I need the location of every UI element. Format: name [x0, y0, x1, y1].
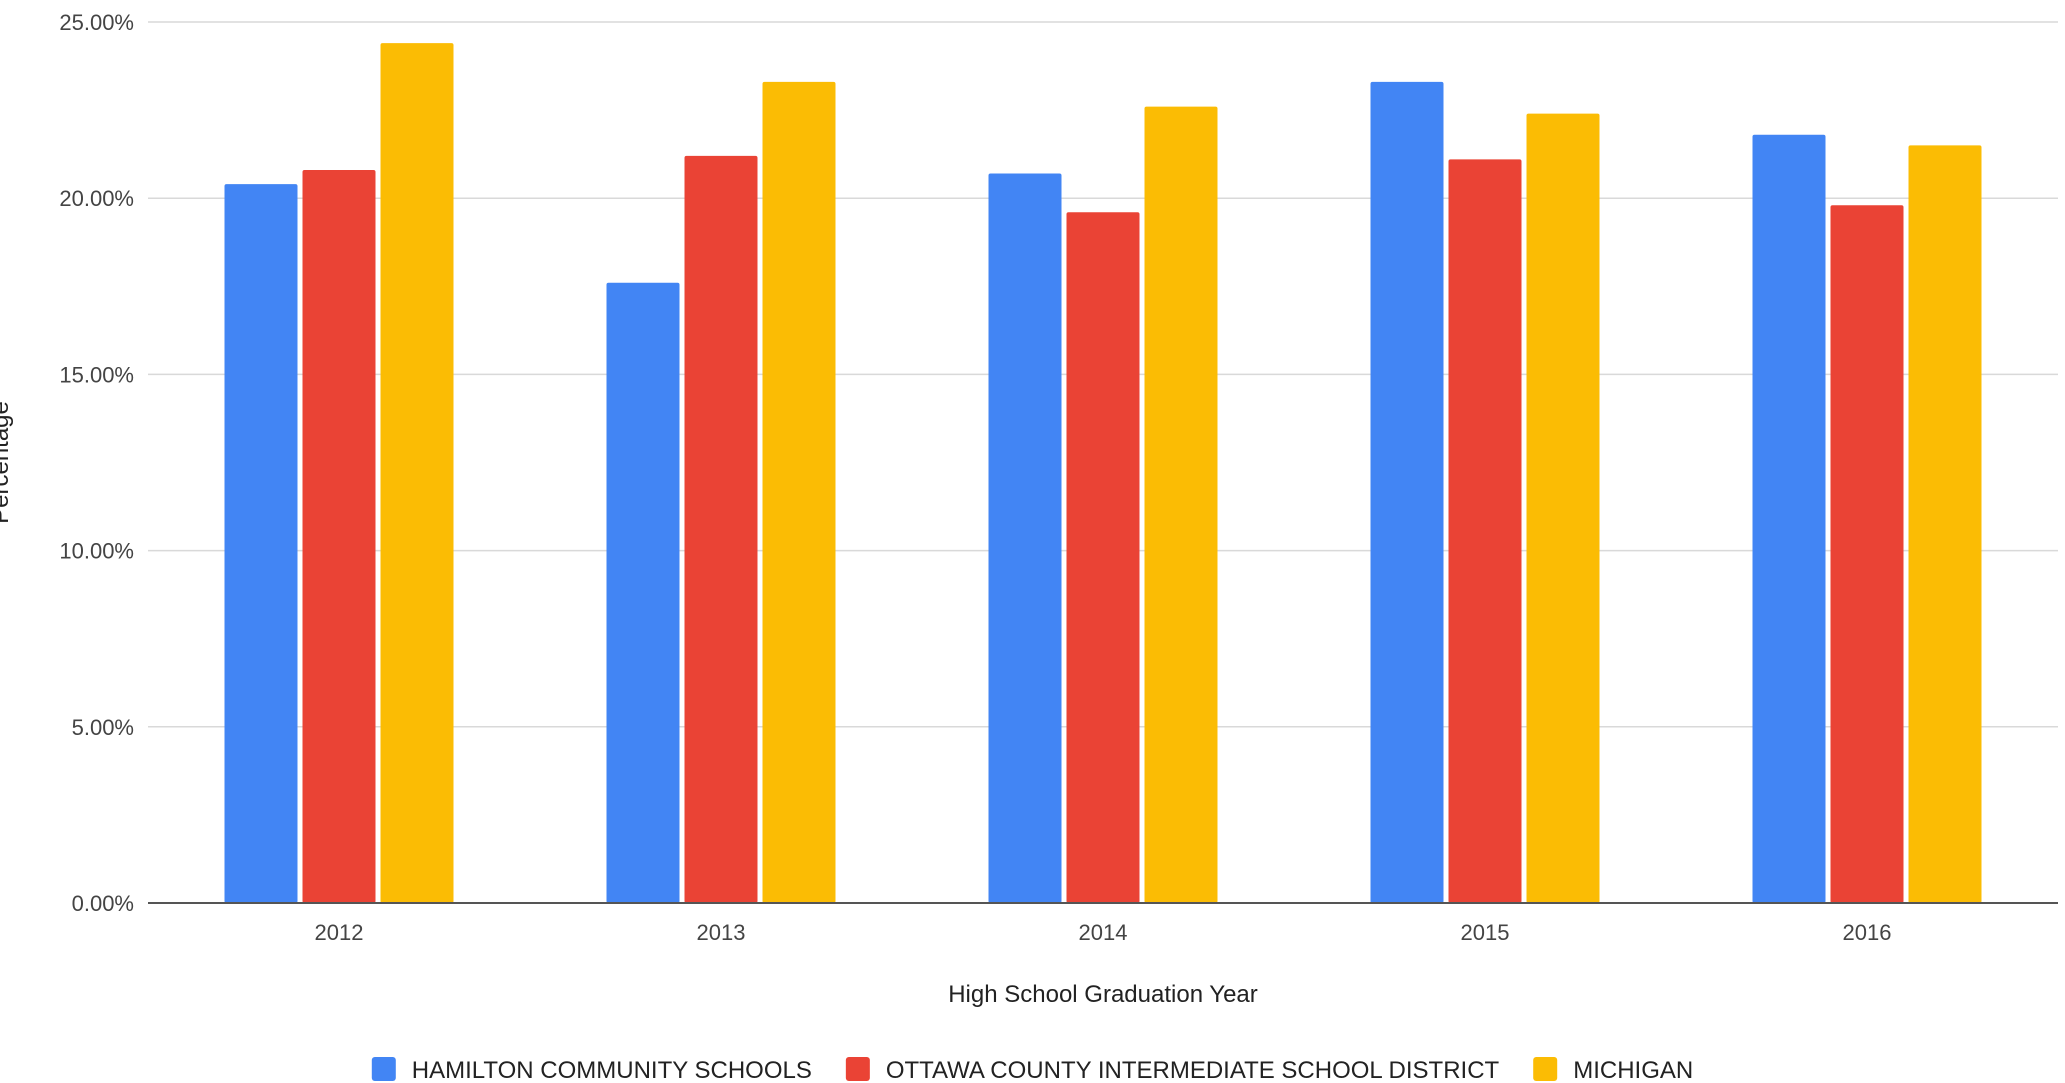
legend-swatch-michigan	[1533, 1057, 1558, 1081]
legend-label-michigan: MICHIGAN	[1573, 1057, 1693, 1083]
x-tick-label: 2016	[1843, 920, 1892, 945]
x-tick-label: 2014	[1079, 920, 1128, 945]
x-tick-label: 2012	[315, 920, 364, 945]
y-tick-label: 15.00%	[59, 362, 134, 387]
bar-ottawa-county-intermediate-school-district-2012	[302, 170, 376, 903]
bar-hamilton-community-schools-2012	[224, 184, 298, 903]
legend-label-hamilton-community-schools: HAMILTON COMMUNITY SCHOOLS	[412, 1057, 812, 1083]
y-tick-label: 0.00%	[72, 891, 134, 916]
bar-ottawa-county-intermediate-school-district-2013	[684, 155, 758, 904]
legend-swatch-ottawa-county-intermediate-school-district	[845, 1057, 870, 1081]
x-tick-label: 2015	[1461, 920, 1510, 945]
legend-label-ottawa-county-intermediate-school-district: OTTAWA COUNTY INTERMEDIATE SCHOOL DISTRI…	[886, 1057, 1500, 1083]
bar-ottawa-county-intermediate-school-district-2015	[1448, 159, 1522, 903]
bar-michigan-2014	[1144, 106, 1218, 904]
bar-michigan-2013	[762, 81, 836, 903]
axes: 0.00% 5.00% 10.00% 15.00% 20.00% 25.00% 2012 20…	[59, 10, 2058, 945]
bar-michigan-2016	[1908, 145, 1982, 904]
x-tick-label: 2013	[697, 920, 746, 945]
y-tick-label: 10.00%	[59, 539, 134, 564]
y-axis-title: Percentage	[0, 401, 14, 524]
legend: HAMILTON COMMUNITY SCHOOLS OTTAWA COUNTY …	[371, 1057, 1693, 1083]
bar-ottawa-county-intermediate-school-district-2016	[1830, 205, 1904, 904]
y-tick-label: 25.00%	[59, 10, 134, 35]
legend-swatch-hamilton-community-schools	[371, 1057, 396, 1081]
bar-michigan-2015	[1526, 113, 1600, 903]
bar-hamilton-community-schools-2013	[606, 282, 680, 903]
x-axis-title: High School Graduation Year	[948, 981, 1258, 1008]
y-tick-label: 20.00%	[59, 186, 134, 211]
bar-hamilton-community-schools-2015	[1370, 81, 1444, 903]
bar-hamilton-community-schools-2016	[1752, 134, 1826, 903]
bar-michigan-2012	[380, 43, 454, 904]
bar-ottawa-county-intermediate-school-district-2014	[1066, 212, 1140, 903]
y-tick-label: 5.00%	[72, 715, 134, 740]
bars	[224, 43, 1982, 904]
bar-hamilton-community-schools-2014	[988, 173, 1062, 904]
